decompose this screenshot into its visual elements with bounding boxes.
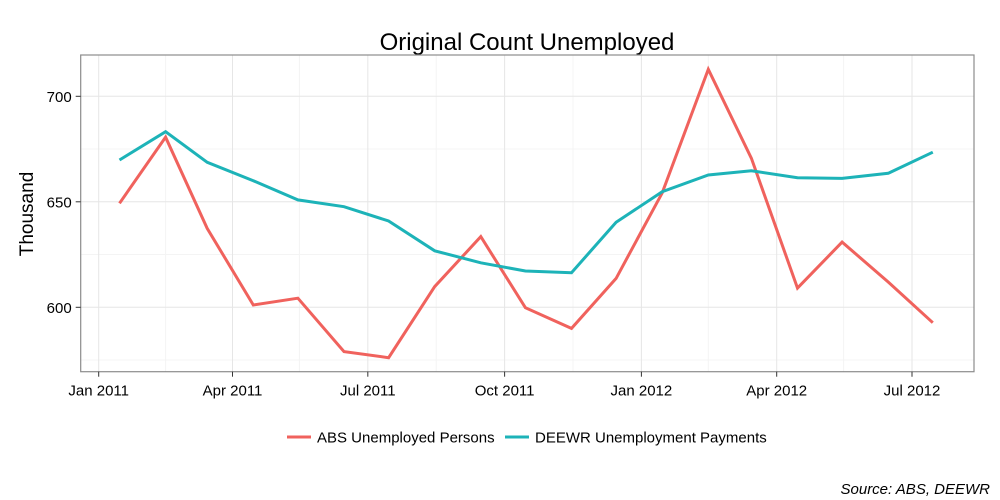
legend-item-deewr: DEEWR Unemployment Payments (505, 430, 767, 447)
series-abs-unemployed-line (118, 65, 934, 360)
x-tick-label: Oct 2011 (475, 383, 535, 400)
y-axis-title: Thousand (17, 172, 38, 257)
major-gridlines (80, 55, 974, 372)
legend: ABS Unemployed Persons DEEWR Unemploymen… (287, 430, 767, 447)
source-caption: Source: ABS, DEEWR (841, 481, 991, 498)
y-axis: 600 650 700 (47, 89, 81, 317)
plot-background (80, 55, 974, 372)
y-tick-label: 700 (47, 89, 72, 106)
x-axis: Jan 2011 Apr 2011 Jul 2011 Oct 2011 Jan 2012… (68, 371, 941, 400)
y-tick-label: 600 (47, 300, 72, 317)
minor-gridlines (80, 55, 974, 372)
plot-frame (80, 54, 975, 373)
series-deewr-payments-line (118, 129, 934, 275)
x-tick-label: Jan 2012 (611, 383, 673, 400)
legend-item-abs: ABS Unemployed Persons (287, 430, 495, 447)
series-layer (118, 65, 934, 360)
x-tick-label: Apr 2011 (203, 383, 263, 400)
chart-title: Original Count Unemployed (380, 29, 675, 56)
y-tick-label: 650 (47, 194, 72, 211)
legend-label-abs: ABS Unemployed Persons (317, 430, 495, 447)
x-tick-label: Apr 2012 (746, 383, 807, 400)
x-tick-label: Jul 2011 (340, 383, 396, 400)
x-tick-label: Jan 2011 (68, 383, 129, 400)
legend-label-deewr: DEEWR Unemployment Payments (535, 430, 767, 447)
plot-area (80, 54, 975, 373)
x-tick-label: Jul 2012 (884, 383, 941, 400)
